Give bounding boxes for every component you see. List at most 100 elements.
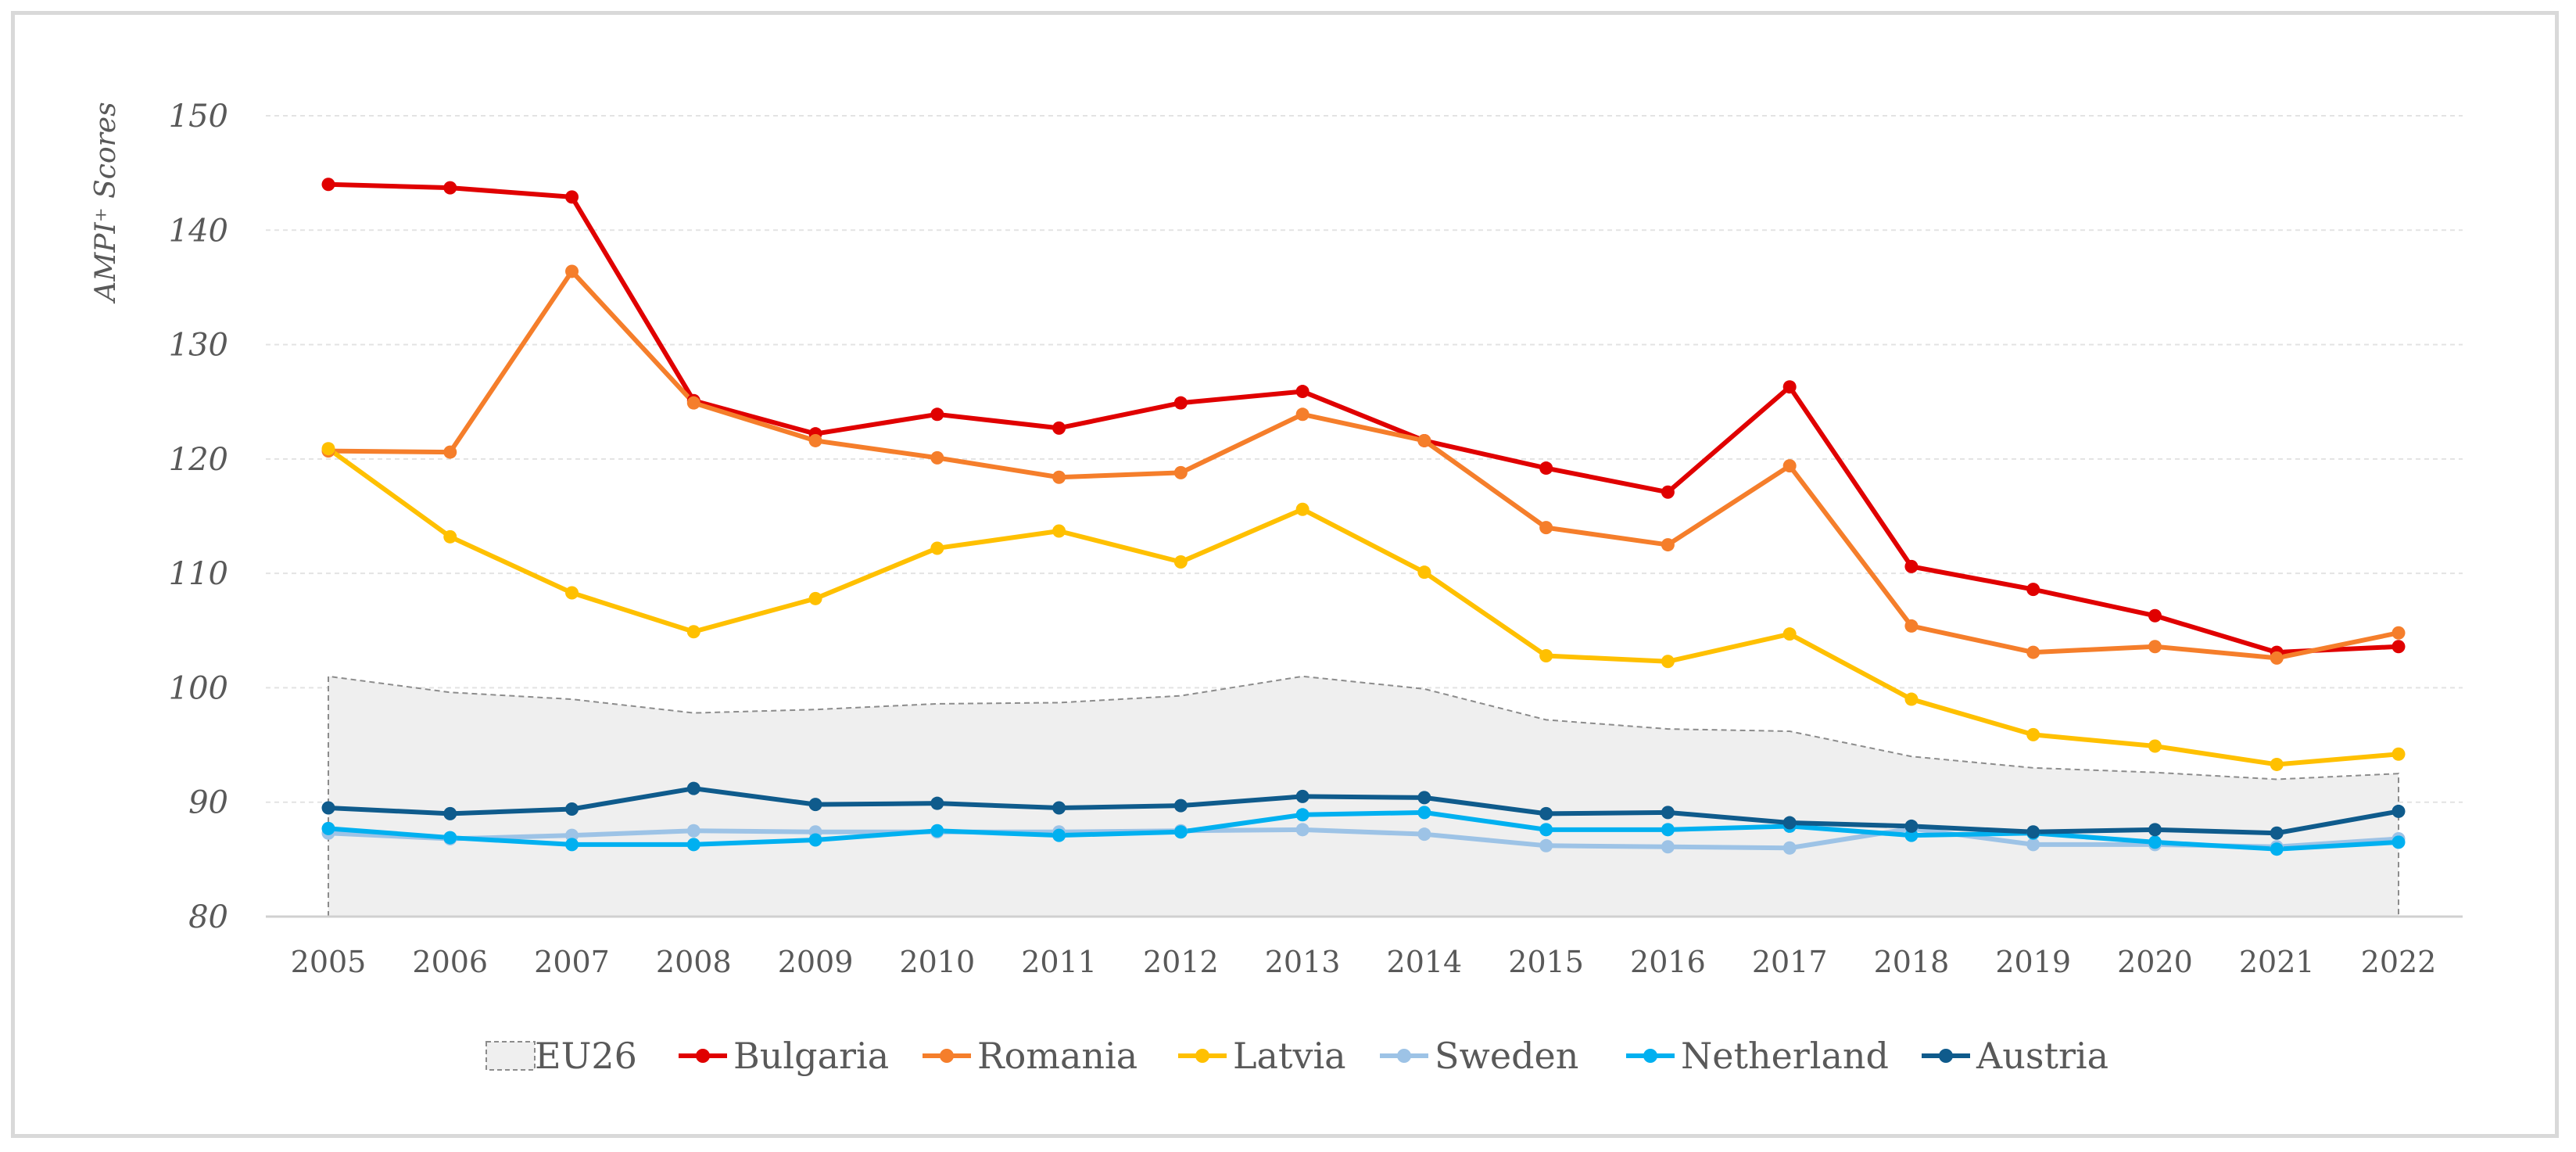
data-point-latvia xyxy=(2270,757,2284,771)
data-point-austria xyxy=(443,806,457,820)
x-tick-label: 2017 xyxy=(1752,945,1828,979)
legend-item-bulgaria: Bulgaria xyxy=(679,1035,889,1077)
data-point-latvia xyxy=(321,442,335,456)
data-point-romania xyxy=(1295,407,1309,422)
data-point-latvia xyxy=(443,529,457,544)
y-tick-label: 80 xyxy=(188,899,228,935)
y-tick-label: 120 xyxy=(169,442,228,478)
series-markers xyxy=(321,178,2406,856)
data-point-bulgaria xyxy=(1661,485,1675,499)
data-point-sweden xyxy=(1417,827,1431,842)
data-point-bulgaria xyxy=(1052,421,1066,435)
data-point-netherland xyxy=(1052,828,1066,842)
data-point-latvia xyxy=(1661,655,1675,669)
legend-label: EU26 xyxy=(535,1035,637,1077)
data-point-netherland xyxy=(1661,823,1675,837)
data-point-romania xyxy=(443,445,457,459)
data-point-latvia xyxy=(686,625,700,639)
x-tick-label: 2006 xyxy=(412,945,488,979)
data-point-latvia xyxy=(1295,502,1309,516)
x-tick-label: 2008 xyxy=(656,945,732,979)
legend-item-sweden: Sweden xyxy=(1380,1035,1578,1077)
data-point-romania xyxy=(2148,640,2162,654)
legend-swatch-marker xyxy=(1939,1049,1953,1063)
data-point-netherland xyxy=(2391,835,2406,849)
data-point-netherland xyxy=(686,838,700,852)
series-line-austria xyxy=(328,786,2399,836)
data-point-netherland xyxy=(1904,828,1919,842)
data-point-latvia xyxy=(1539,648,1553,662)
data-point-latvia xyxy=(2148,739,2162,753)
y-axis-label: AMPI⁺ Scores xyxy=(90,102,122,303)
x-tick-label: 2015 xyxy=(1508,945,1584,979)
series-line-romania xyxy=(328,268,2399,661)
legend-label: Austria xyxy=(1976,1035,2108,1077)
series-line-sweden xyxy=(328,826,2399,851)
legend-item-netherland: Netherland xyxy=(1626,1035,1889,1077)
legend-label: Latvia xyxy=(1233,1035,1346,1077)
x-tick-labels: 2005 2006 2007 2008 2009 2010 2011 2012 2013 2014… xyxy=(291,945,2437,979)
data-point-sweden xyxy=(2026,838,2040,852)
data-point-sweden xyxy=(1782,841,1797,855)
data-point-bulgaria xyxy=(1539,461,1553,476)
data-point-austria xyxy=(1295,789,1309,803)
data-point-bulgaria xyxy=(565,190,579,204)
data-point-bulgaria xyxy=(321,178,335,192)
data-point-bulgaria xyxy=(1173,396,1188,410)
data-point-austria xyxy=(321,801,335,815)
legend-label: Bulgaria xyxy=(733,1035,889,1077)
x-tick-label: 2012 xyxy=(1143,945,1219,979)
chart-frame xyxy=(11,11,2559,1138)
data-point-netherland xyxy=(565,838,579,852)
series-area-edge-eu26 xyxy=(328,675,2399,917)
data-point-netherland xyxy=(1539,823,1553,837)
legend-label: Sweden xyxy=(1435,1035,1578,1077)
data-point-austria xyxy=(2026,825,2040,839)
data-point-austria xyxy=(1661,806,1675,820)
data-point-latvia xyxy=(565,586,579,600)
series-lines xyxy=(327,181,2399,852)
data-point-bulgaria xyxy=(930,407,944,422)
data-point-romania xyxy=(930,450,944,465)
y-tick-label: 90 xyxy=(188,785,228,821)
data-point-austria xyxy=(1052,801,1066,815)
data-point-netherland xyxy=(930,824,944,838)
series-line-netherland xyxy=(328,809,2399,852)
x-tick-label: 2019 xyxy=(1995,945,2071,979)
series-line-bulgaria xyxy=(328,181,2399,655)
data-point-austria xyxy=(1173,799,1188,813)
data-point-romania xyxy=(686,396,700,410)
y-tick-label: 100 xyxy=(169,670,228,706)
data-point-romania xyxy=(1904,619,1919,633)
x-tick-label: 2016 xyxy=(1630,945,1706,979)
data-point-romania xyxy=(2391,626,2406,640)
data-point-netherland xyxy=(2270,842,2284,856)
data-point-bulgaria xyxy=(1904,559,1919,573)
data-point-austria xyxy=(2391,804,2406,818)
legend-item-romania: Romania xyxy=(923,1035,1138,1077)
legend-item-austria: Austria xyxy=(1922,1035,2108,1077)
data-point-austria xyxy=(2148,823,2162,837)
data-point-sweden xyxy=(565,828,579,842)
data-point-romania xyxy=(1782,459,1797,473)
y-tick-label: 130 xyxy=(169,328,228,364)
data-point-austria xyxy=(1904,819,1919,833)
data-point-latvia xyxy=(1782,627,1797,641)
data-point-romania xyxy=(1052,470,1066,484)
y-tick-label: 140 xyxy=(169,213,228,249)
data-point-romania xyxy=(2026,645,2040,659)
legend-label: Romania xyxy=(977,1035,1138,1077)
x-tick-label: 2005 xyxy=(291,945,367,979)
data-point-sweden xyxy=(1295,823,1309,837)
legend: EU26 Bulgaria Romania Latvia Sweden Netherlan… xyxy=(485,1035,2108,1077)
data-point-netherland xyxy=(1173,825,1188,839)
legend-swatch xyxy=(485,1041,536,1071)
x-tick-label: 2011 xyxy=(1021,945,1097,979)
data-point-bulgaria xyxy=(2148,608,2162,623)
data-point-latvia xyxy=(930,541,944,555)
data-point-netherland xyxy=(2148,835,2162,849)
data-point-netherland xyxy=(1295,808,1309,822)
x-tick-label: 2009 xyxy=(778,945,854,979)
data-point-netherland xyxy=(808,833,822,847)
